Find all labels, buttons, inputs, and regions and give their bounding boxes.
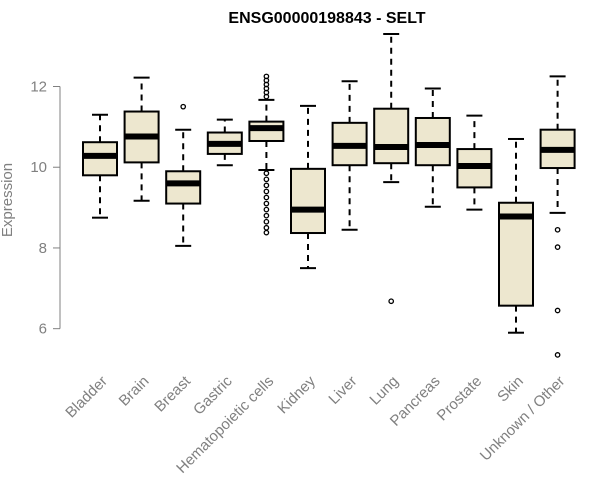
outlier-point — [263, 229, 270, 236]
boxes-group — [82, 33, 576, 358]
box-kidney — [290, 104, 326, 270]
outlier-point — [263, 200, 270, 207]
iqr-box — [498, 201, 534, 307]
x-tick-label: Bladder — [62, 373, 111, 422]
box-skin — [498, 137, 534, 334]
outlier-point — [263, 73, 270, 80]
iqr-box — [165, 170, 202, 205]
y-axis: 6 8 10 12 — [30, 79, 61, 338]
y-axis-title: Expression — [0, 163, 16, 237]
iqr-box — [248, 120, 285, 142]
box-liver — [331, 80, 368, 231]
box-lung — [373, 33, 410, 305]
x-tick-label: Brain — [116, 373, 153, 410]
x-tick-label: Liver — [325, 373, 360, 408]
outlier-point — [263, 170, 270, 177]
box-breast — [165, 103, 202, 247]
outlier-point — [263, 182, 270, 189]
outlier-point — [554, 307, 561, 314]
x-tick-label: Skin — [494, 373, 527, 406]
y-tick-label: 6 — [39, 321, 47, 338]
outlier-point — [263, 194, 270, 201]
outlier-point — [180, 103, 187, 110]
iqr-box — [414, 116, 451, 167]
outlier-point — [263, 218, 270, 225]
outlier-point — [263, 176, 270, 183]
outlier-point — [263, 188, 270, 195]
box-bladder — [82, 113, 118, 219]
iqr-box — [290, 167, 326, 235]
outlier-point — [554, 244, 561, 250]
outlier-point — [554, 226, 561, 233]
box-prostate — [456, 114, 493, 211]
box-unknown-other — [539, 75, 576, 358]
outlier-point — [263, 224, 270, 231]
box-hematopoietic-cells — [248, 73, 285, 236]
box-brain — [123, 76, 160, 202]
y-tick-label: 10 — [30, 159, 47, 176]
outlier-point — [388, 298, 395, 305]
outlier-point — [263, 206, 270, 213]
box-gastric — [206, 118, 243, 167]
outlier-point — [554, 352, 561, 358]
y-tick-label: 12 — [30, 79, 47, 96]
x-tick-label: Breast — [151, 372, 194, 415]
outlier-point — [263, 212, 270, 219]
y-tick-label: 8 — [39, 240, 47, 257]
x-tick-label: Lung — [366, 373, 402, 409]
x-tick-label: Prostate — [434, 373, 486, 425]
chart-title: ENSG00000198843 - SELT — [228, 10, 425, 27]
box-pancreas — [414, 87, 451, 208]
x-tick-label: Kidney — [274, 372, 319, 417]
iqr-box — [373, 107, 410, 165]
